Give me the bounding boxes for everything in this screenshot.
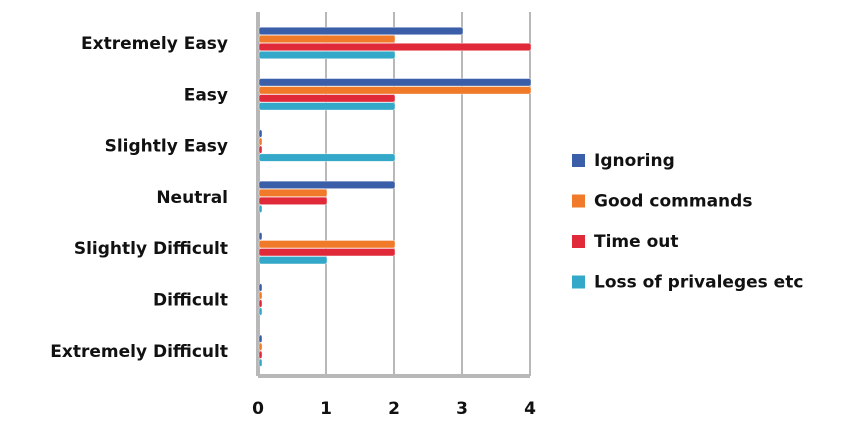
bar-time-out-neutral — [258, 196, 328, 205]
category-label: Slightly Difficult — [74, 239, 228, 259]
bar-ignoring-slightly-easy — [258, 129, 263, 138]
bar-ignoring-slightly-difficult — [258, 232, 263, 241]
bar-loss-of-privaleges-etc-neutral — [258, 204, 263, 213]
bar-good-commands-neutral — [258, 188, 328, 197]
bar-loss-of-privaleges-etc-slightly-easy — [258, 153, 396, 162]
x-tick-label: 0 — [252, 399, 264, 419]
category-label: Extremely Easy — [81, 34, 228, 54]
bar-good-commands-easy — [258, 86, 532, 95]
legend-swatch-time-out — [572, 235, 585, 248]
bar-ignoring-easy — [258, 78, 532, 87]
bar-time-out-slightly-easy — [258, 145, 263, 154]
legend-swatch-good-commands — [572, 194, 585, 208]
category-label: Extremely Difficult — [50, 342, 228, 362]
legend-label: Good commands — [594, 192, 752, 212]
bar-loss-of-privaleges-etc-extremely-easy — [258, 51, 396, 59]
category-label: Slightly Easy — [105, 137, 228, 157]
bar-loss-of-privaleges-etc-extremely-difficult — [258, 358, 263, 367]
bar-loss-of-privaleges-etc-easy — [258, 102, 396, 111]
category-label: Neutral — [156, 188, 228, 208]
bar-good-commands-difficult — [258, 291, 263, 300]
bar-ignoring-extremely-easy — [258, 27, 464, 35]
bar-loss-of-privaleges-etc-slightly-difficult — [258, 256, 328, 265]
category-label: Difficult — [153, 291, 228, 311]
bar-ignoring-neutral — [258, 180, 396, 189]
x-tick-label: 3 — [456, 399, 468, 419]
bar-time-out-easy — [258, 94, 396, 103]
legend-swatch-loss-of-privaleges-etc — [572, 275, 585, 289]
bars-layer — [258, 27, 532, 367]
legend-label: Time out — [594, 232, 679, 252]
bar-loss-of-privaleges-etc-difficult — [258, 307, 263, 316]
legend-swatch-ignoring — [572, 154, 585, 167]
grid-layer — [256, 12, 531, 378]
bar-ignoring-difficult — [258, 283, 263, 292]
bar-good-commands-slightly-easy — [258, 137, 263, 146]
bar-good-commands-extremely-easy — [258, 35, 396, 43]
legend-label: Loss of privaleges etc — [594, 273, 803, 293]
x-tick-label: 2 — [388, 399, 400, 419]
bar-time-out-slightly-difficult — [258, 248, 396, 257]
bar-time-out-difficult — [258, 299, 263, 308]
bar-good-commands-slightly-difficult — [258, 240, 396, 249]
bar-time-out-extremely-difficult — [258, 350, 263, 359]
bar-good-commands-extremely-difficult — [258, 342, 263, 351]
bar-time-out-extremely-easy — [258, 43, 532, 51]
labels-layer: Extremely Easy Easy Slightly Easy Neutral Sl… — [50, 34, 536, 419]
x-tick-label: 4 — [524, 399, 536, 419]
x-tick-label: 1 — [320, 399, 332, 419]
legend-label: Ignoring — [594, 151, 675, 171]
bar-ignoring-extremely-difficult — [258, 334, 263, 343]
category-label: Easy — [184, 85, 228, 105]
legend: Ignoring Good commands Time out Loss of pri… — [572, 151, 803, 293]
